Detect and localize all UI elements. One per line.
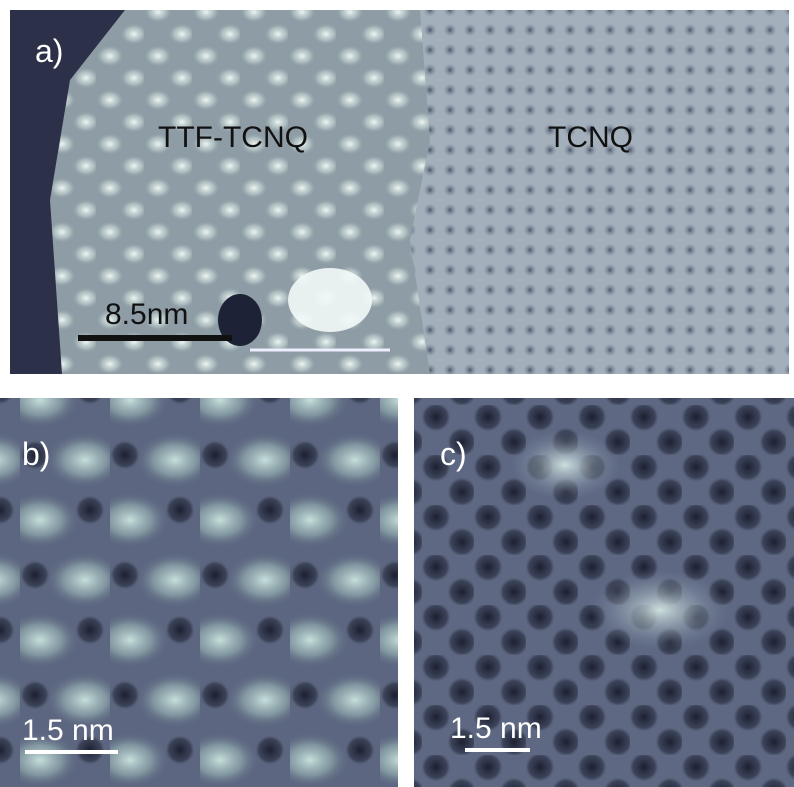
region-label: TCNQ — [548, 121, 633, 154]
scale-bar-label: 1.5 nm — [450, 712, 542, 745]
region-label: TTF-TCNQ — [158, 121, 308, 154]
panel-b: b) 1.5 nm — [0, 398, 398, 787]
bright-feature — [510, 430, 620, 500]
bright-cluster — [288, 268, 372, 332]
figure: a) TTF-TCNQ TCNQ 8.5nm b) 1.5 nm c) 1.5 … — [0, 0, 794, 787]
panel-label: c) — [440, 436, 467, 472]
panel-a: a) TTF-TCNQ TCNQ 8.5nm — [10, 10, 789, 374]
scale-bar-label: 8.5nm — [105, 298, 188, 331]
panel-label: b) — [22, 436, 50, 472]
bright-feature — [590, 570, 730, 650]
scale-bar-label: 1.5 nm — [22, 714, 114, 747]
panel-label: a) — [35, 33, 63, 69]
panel-c: c) 1.5 nm — [414, 398, 794, 787]
